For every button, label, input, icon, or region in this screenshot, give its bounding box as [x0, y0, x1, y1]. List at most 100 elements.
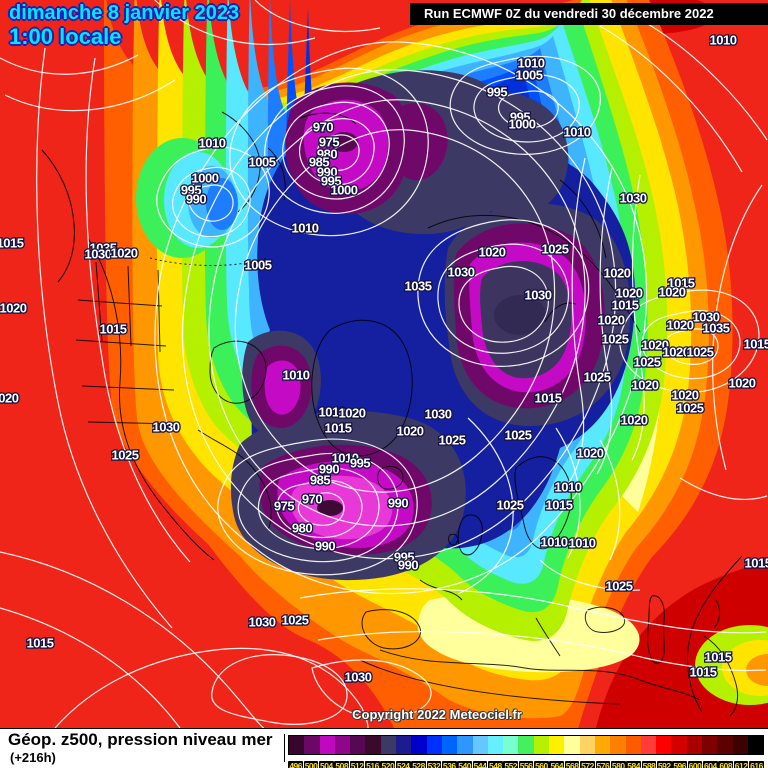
pressure-label: 1025 — [282, 613, 309, 628]
legend-label: 552 — [503, 756, 519, 768]
pressure-label: 1005 — [249, 155, 276, 170]
pressure-label: 995 — [394, 550, 414, 565]
pressure-label: 1020 — [0, 391, 19, 406]
legend-label: 540 — [457, 756, 472, 768]
pressure-label: 1020 — [339, 406, 366, 421]
pressure-label: 1005 — [245, 258, 272, 273]
pressure-label: 1025 — [687, 345, 714, 360]
pressure-label: 990 — [398, 558, 418, 573]
pressure-label: 1025 — [634, 355, 661, 370]
legend-label: 536 — [441, 756, 457, 768]
legend-label: 604 — [703, 756, 718, 768]
pressure-label: 990 — [388, 496, 408, 511]
date-label: dimanche 8 janvier 2023 — [9, 2, 240, 24]
pressure-label: 1025 — [606, 579, 633, 594]
footer-bar: Géop. z500, pression niveau mer (+216h) … — [0, 728, 768, 768]
legend-swatch — [380, 736, 397, 754]
legend-swatch — [503, 736, 519, 754]
copyright-label: Copyright 2022 Meteociel.fr — [352, 707, 522, 722]
legend-swatch — [457, 736, 473, 754]
pressure-label: 995 — [510, 110, 530, 125]
legend-swatch — [518, 736, 534, 754]
legend-label: 512 — [349, 756, 365, 768]
pressure-label: 1015 — [546, 498, 573, 513]
legend-swatch — [365, 736, 381, 754]
legend-label: 564 — [549, 756, 565, 768]
legend-swatch-row — [288, 735, 764, 755]
pressure-label: 1035 — [703, 321, 730, 336]
pressure-label: 995 — [321, 174, 341, 189]
pressure-label: 1020 — [111, 246, 138, 261]
pressure-label: 970 — [302, 492, 322, 507]
legend-swatch — [610, 736, 626, 754]
pressure-label: 1025 — [542, 242, 569, 257]
pressure-label: 1025 — [677, 401, 704, 416]
legend-swatch — [319, 736, 335, 754]
legend-label: 516 — [365, 756, 380, 768]
pressure-label: 1025 — [112, 448, 139, 463]
pressure-label: 1020 — [663, 345, 690, 360]
legend-label: 508 — [334, 756, 350, 768]
pressure-label: 1015 — [744, 337, 768, 352]
pressure-label: 1020 — [729, 376, 756, 391]
pressure-label: 1020 — [577, 446, 604, 461]
pressure-label: 1010 — [564, 125, 591, 140]
pressure-label: 1030 — [620, 191, 647, 206]
pressure-label: 1015 — [668, 276, 695, 291]
pressure-label: 1000 — [331, 183, 358, 198]
pressure-label: 1020 — [632, 378, 659, 393]
pressure-label: 990 — [319, 462, 339, 477]
pressure-label: 1010 — [319, 405, 346, 420]
pressure-label: 1020 — [667, 318, 694, 333]
pressure-label: 975 — [319, 135, 339, 150]
pressure-label: 980 — [292, 521, 312, 536]
legend-label: 548 — [488, 756, 503, 768]
pressure-labels-layer: 1010100510009959909709759809859909951000… — [0, 31, 768, 686]
legend-label: 608 — [718, 756, 734, 768]
pressure-label: 1010 — [710, 33, 737, 48]
pressure-label: 1030 — [425, 407, 452, 422]
pressure-label: 1015 — [612, 298, 639, 313]
legend-swatch — [441, 736, 458, 754]
pressure-label: 1025 — [505, 428, 532, 443]
pressure-label: 1020 — [621, 413, 648, 428]
legend-swatch — [350, 736, 366, 754]
legend-label: 500 — [303, 756, 319, 768]
legend-swatch — [717, 736, 733, 754]
pressure-label: 1025 — [584, 370, 611, 385]
pressure-label: 1030 — [693, 310, 720, 325]
pressure-label: 1015 — [0, 236, 24, 251]
legend-label: 568 — [564, 756, 580, 768]
pressure-label: 1010 — [541, 535, 568, 550]
pressure-label: 1020 — [0, 301, 27, 316]
map-svg: 1010100510009959909709759809859909951000… — [0, 0, 768, 728]
time-label: 1:00 locale — [9, 23, 122, 49]
legend-swatch — [594, 736, 611, 754]
legend-label: 544 — [472, 756, 488, 768]
pressure-label: 990 — [315, 539, 335, 554]
pressure-label: 1015 — [745, 556, 768, 571]
pressure-label: 995 — [181, 183, 201, 198]
pressure-label: 1010 — [283, 368, 310, 383]
legend-label: 556 — [518, 756, 534, 768]
pressure-label: 1025 — [602, 332, 629, 347]
pressure-label: 1030 — [85, 247, 112, 262]
legend-swatch — [702, 736, 718, 754]
legend-swatch — [732, 736, 748, 754]
legend-swatch — [671, 736, 687, 754]
pressure-label: 1015 — [325, 421, 352, 436]
pressure-label: 1020 — [659, 285, 686, 300]
pressure-label: 1010 — [199, 136, 226, 151]
pressure-label: 1030 — [345, 670, 372, 685]
pressure-label: 1035 — [90, 241, 117, 256]
pressure-label: 1025 — [497, 498, 524, 513]
pressure-label: 1020 — [604, 266, 631, 281]
pressure-label: 1030 — [249, 615, 276, 630]
legend-swatch — [640, 736, 657, 754]
pressure-label: 1015 — [27, 636, 54, 651]
map-title: Géop. z500, pression niveau mer — [8, 730, 273, 749]
legend-swatch — [656, 736, 672, 754]
pressure-label: 975 — [274, 499, 294, 514]
legend-label: 596 — [672, 756, 687, 768]
